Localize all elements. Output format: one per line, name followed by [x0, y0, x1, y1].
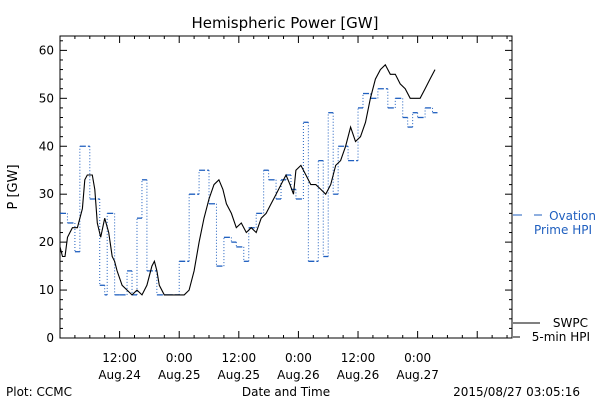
- series-swpc-hpi: [59, 63, 436, 296]
- x-tick-time-label: 12:00: [102, 351, 137, 365]
- x-tick-date-label: Aug.27: [396, 368, 439, 382]
- y-tick-label: 10: [39, 283, 54, 297]
- x-tick-time-label: 0:00: [404, 351, 431, 365]
- series-ovation-prime-hpi: [60, 88, 438, 296]
- x-tick-date-label: Aug.25: [218, 368, 261, 382]
- x-axis-label: Date and Time: [242, 385, 330, 399]
- x-tick-date-label: Aug.26: [277, 368, 320, 382]
- x-tick-time-label: 12:00: [222, 351, 257, 365]
- x-tick-date-label: Aug.26: [337, 368, 380, 382]
- legend-ovation-line2: Prime HPI: [534, 223, 592, 237]
- plot-area: [59, 35, 513, 339]
- x-tick-date-label: Aug.24: [98, 368, 141, 382]
- y-tick-label: 60: [39, 43, 54, 57]
- swpc-series-line: [59, 63, 436, 296]
- y-tick-label: 40: [39, 139, 54, 153]
- legend-swpc-line2: 5-min HPI: [532, 330, 590, 344]
- footer-plot-credit: Plot: CCMC: [6, 385, 72, 399]
- y-tick-label: 30: [39, 187, 54, 201]
- x-tick-time-label: 0:00: [166, 351, 193, 365]
- chart-title: Hemispheric Power [GW]: [192, 14, 379, 32]
- y-axis: 0 10 20 30 40 50 60: [39, 40, 512, 345]
- y-tick-label: 0: [46, 331, 54, 345]
- x-tick-date-label: Aug.25: [158, 368, 201, 382]
- legend-ovation-line1: Ovation: [549, 209, 596, 223]
- x-axis: 12:00 Aug.24 0:00 Aug.25 12:00 Aug.25 0:00 Aug.…: [59, 36, 508, 382]
- x-tick-time-label: 12:00: [341, 351, 376, 365]
- y-tick-label: 20: [39, 235, 54, 249]
- y-axis-label: P [GW]: [6, 164, 21, 209]
- legend-swpc-line1: SWPC: [553, 316, 588, 330]
- x-tick-time-label: 0:00: [285, 351, 312, 365]
- legend-ovation: Ovation Prime HPI: [513, 209, 596, 237]
- legend-swpc: SWPC 5-min HPI: [513, 316, 590, 344]
- footer-timestamp: 2015/08/27 03:05:16: [453, 385, 580, 399]
- y-tick-label: 50: [39, 91, 54, 105]
